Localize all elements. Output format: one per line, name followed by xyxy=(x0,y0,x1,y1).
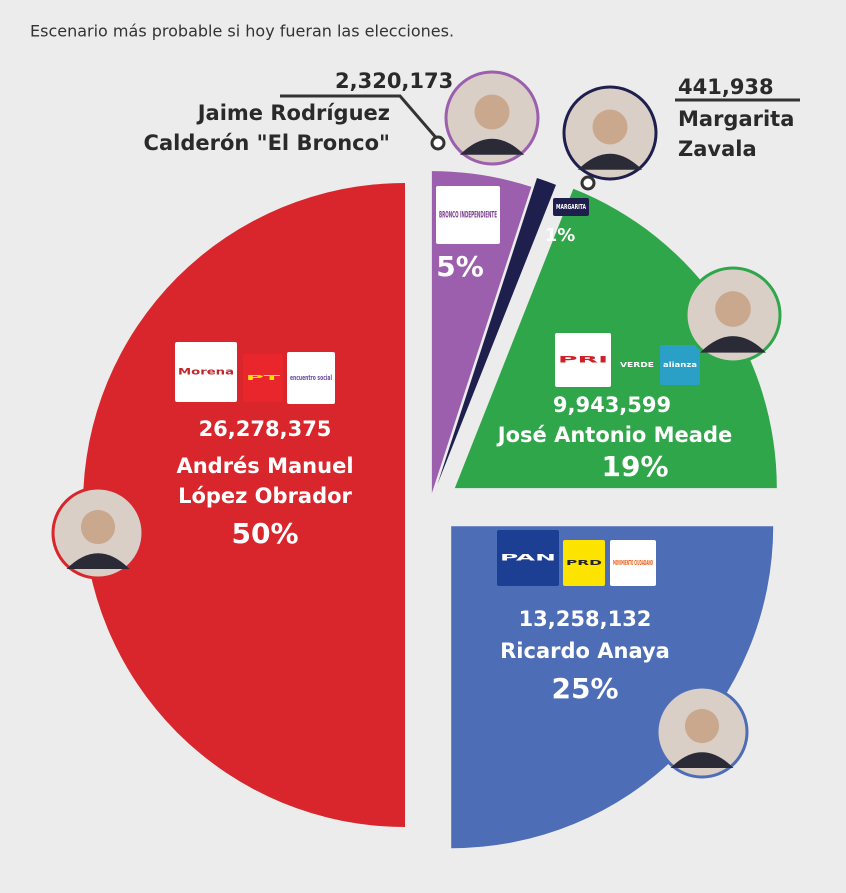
party-logo xyxy=(243,354,283,402)
photo-head xyxy=(474,94,510,130)
photo-body xyxy=(700,336,766,353)
party-logo xyxy=(617,345,657,385)
party-logo xyxy=(175,342,237,402)
photo-body xyxy=(459,138,525,155)
vote-count: 9,943,599 xyxy=(553,393,671,417)
photo-head xyxy=(715,291,751,327)
party-logo-text: MOVIMIENTO CIUDADANO xyxy=(613,559,653,567)
leader-line xyxy=(280,94,440,141)
percent-label: 19% xyxy=(601,450,668,483)
party-logo-text: PRD xyxy=(566,559,602,567)
party-logo xyxy=(563,540,605,586)
vote-count: 2,320,173 xyxy=(335,69,453,93)
candidate-name: Margarita xyxy=(678,107,794,131)
candidate-name: Ricardo Anaya xyxy=(500,639,670,663)
photo-head xyxy=(684,708,720,744)
party-logo xyxy=(610,540,656,586)
party-logo-text: PAN xyxy=(500,554,556,564)
party-logo-text: BRONCO INDEPENDIENTE xyxy=(439,211,497,221)
pie-slice xyxy=(451,526,774,849)
photo-head xyxy=(80,509,116,545)
party-logo-text: PRI xyxy=(558,356,608,366)
party-logo xyxy=(497,530,559,586)
party-logo xyxy=(660,345,700,385)
party-logo-text: encuentro social xyxy=(290,374,332,382)
party-logo xyxy=(553,198,589,216)
party-logo-text: alianza xyxy=(663,361,697,369)
percent-label: 1% xyxy=(545,225,576,246)
party-logo xyxy=(287,352,335,404)
party-logo xyxy=(436,186,500,244)
candidate-name: Zavala xyxy=(678,137,757,161)
pie-slice xyxy=(454,188,777,489)
photo-body xyxy=(66,553,130,569)
party-logo-text: PT xyxy=(246,374,281,382)
vote-count: 26,278,375 xyxy=(199,417,332,441)
percent-label: 25% xyxy=(551,672,618,705)
candidate-name: Jaime Rodríguez xyxy=(196,101,390,125)
party-logo-text: Morena xyxy=(178,368,234,378)
photo-head xyxy=(592,109,628,145)
candidate-name: Andrés Manuel xyxy=(176,454,353,478)
photo-body xyxy=(577,153,643,170)
party-logo xyxy=(555,333,611,387)
candidate-name: José Antonio Meade xyxy=(496,423,732,447)
candidate-name: Calderón "El Bronco" xyxy=(144,131,390,155)
chart-title: Escenario más probable si hoy fueran las… xyxy=(30,22,454,41)
pie-slice xyxy=(83,183,405,827)
leader-dot xyxy=(430,135,446,151)
pie-slice xyxy=(437,178,556,485)
candidate-name: López Obrador xyxy=(178,484,352,508)
party-logo-text: VERDE xyxy=(620,361,654,369)
photo-body xyxy=(670,752,734,768)
vote-count: 13,258,132 xyxy=(519,607,652,631)
percent-label: 5% xyxy=(436,250,484,283)
leader-dot xyxy=(580,175,596,191)
percent-label: 50% xyxy=(231,517,298,550)
party-logo-text: MARGARITA xyxy=(556,203,586,211)
vote-count: 441,938 xyxy=(678,75,774,99)
pie-slice xyxy=(431,171,532,494)
